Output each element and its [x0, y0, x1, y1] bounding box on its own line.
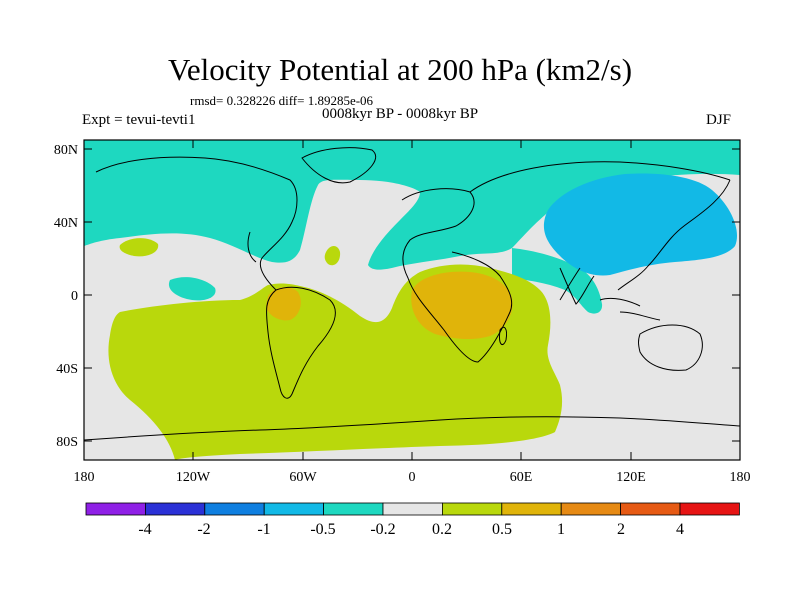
positive-patch-north-pacific	[119, 238, 159, 257]
y-tick-label: 40S	[56, 362, 78, 377]
y-tick-label: 80N	[54, 143, 78, 158]
x-tick-label: 120E	[616, 470, 646, 485]
colorbar-swatch	[144, 502, 206, 516]
colorbar-label: 1	[557, 521, 565, 538]
colorbar-label: -1	[257, 521, 270, 538]
colorbar-swatch	[620, 502, 681, 516]
y-tick-label: 40N	[54, 216, 78, 231]
y-tick-label: 0	[71, 289, 78, 304]
colorbar-swatch	[441, 502, 503, 516]
colorbar-swatch	[679, 502, 740, 516]
x-tick-label: 180	[74, 470, 95, 485]
stats-text: rmsd= 0.328226 diff= 1.89285e-06	[190, 93, 374, 108]
y-tick-marks	[84, 148, 740, 442]
chart-title: Velocity Potential at 200 hPa (km2/s)	[167, 52, 633, 87]
positive-core-south-america	[266, 287, 301, 321]
negative-patch-pacific	[168, 277, 216, 301]
x-tick-marks	[83, 140, 741, 460]
colorbar-swatch	[501, 502, 562, 516]
colorbar-label: -4	[138, 521, 151, 538]
colorbar-swatch	[382, 502, 443, 516]
colorbar-label: 2	[617, 521, 625, 538]
colorbar	[85, 502, 740, 516]
colorbar-swatch	[204, 502, 265, 516]
x-tick-label: 60W	[289, 470, 317, 485]
negative-core-asia	[543, 173, 738, 276]
colorbar-label: 0.2	[432, 521, 452, 538]
x-tick-label: 60E	[510, 470, 533, 485]
colorbar-label: 0.5	[492, 521, 512, 538]
colorbar-swatch	[323, 502, 384, 516]
experiment-label: Expt = tevui-tevti1	[82, 112, 196, 128]
coastlines	[84, 147, 740, 441]
negative-region-north	[84, 140, 740, 270]
colorbar-label: 4	[676, 521, 684, 538]
colorbar-swatch	[85, 502, 146, 516]
negative-region-asia	[512, 248, 603, 314]
positive-patch-atlantic	[324, 246, 341, 266]
positive-core-africa	[411, 271, 513, 340]
colorbar-label: -0.2	[370, 521, 395, 538]
colorbar-label: -2	[197, 521, 210, 538]
season-label: DJF	[706, 112, 732, 128]
colorbar-swatch	[560, 502, 622, 516]
colorbar-swatch	[263, 502, 325, 516]
x-tick-label: 0	[409, 470, 416, 485]
colorbar-label: -0.5	[310, 521, 335, 538]
x-tick-label: 180	[730, 470, 751, 485]
y-tick-label: 80S	[56, 435, 78, 450]
x-tick-label: 120W	[176, 470, 211, 485]
period-text: 0008kyr BP - 0008kyr BP	[322, 106, 479, 122]
